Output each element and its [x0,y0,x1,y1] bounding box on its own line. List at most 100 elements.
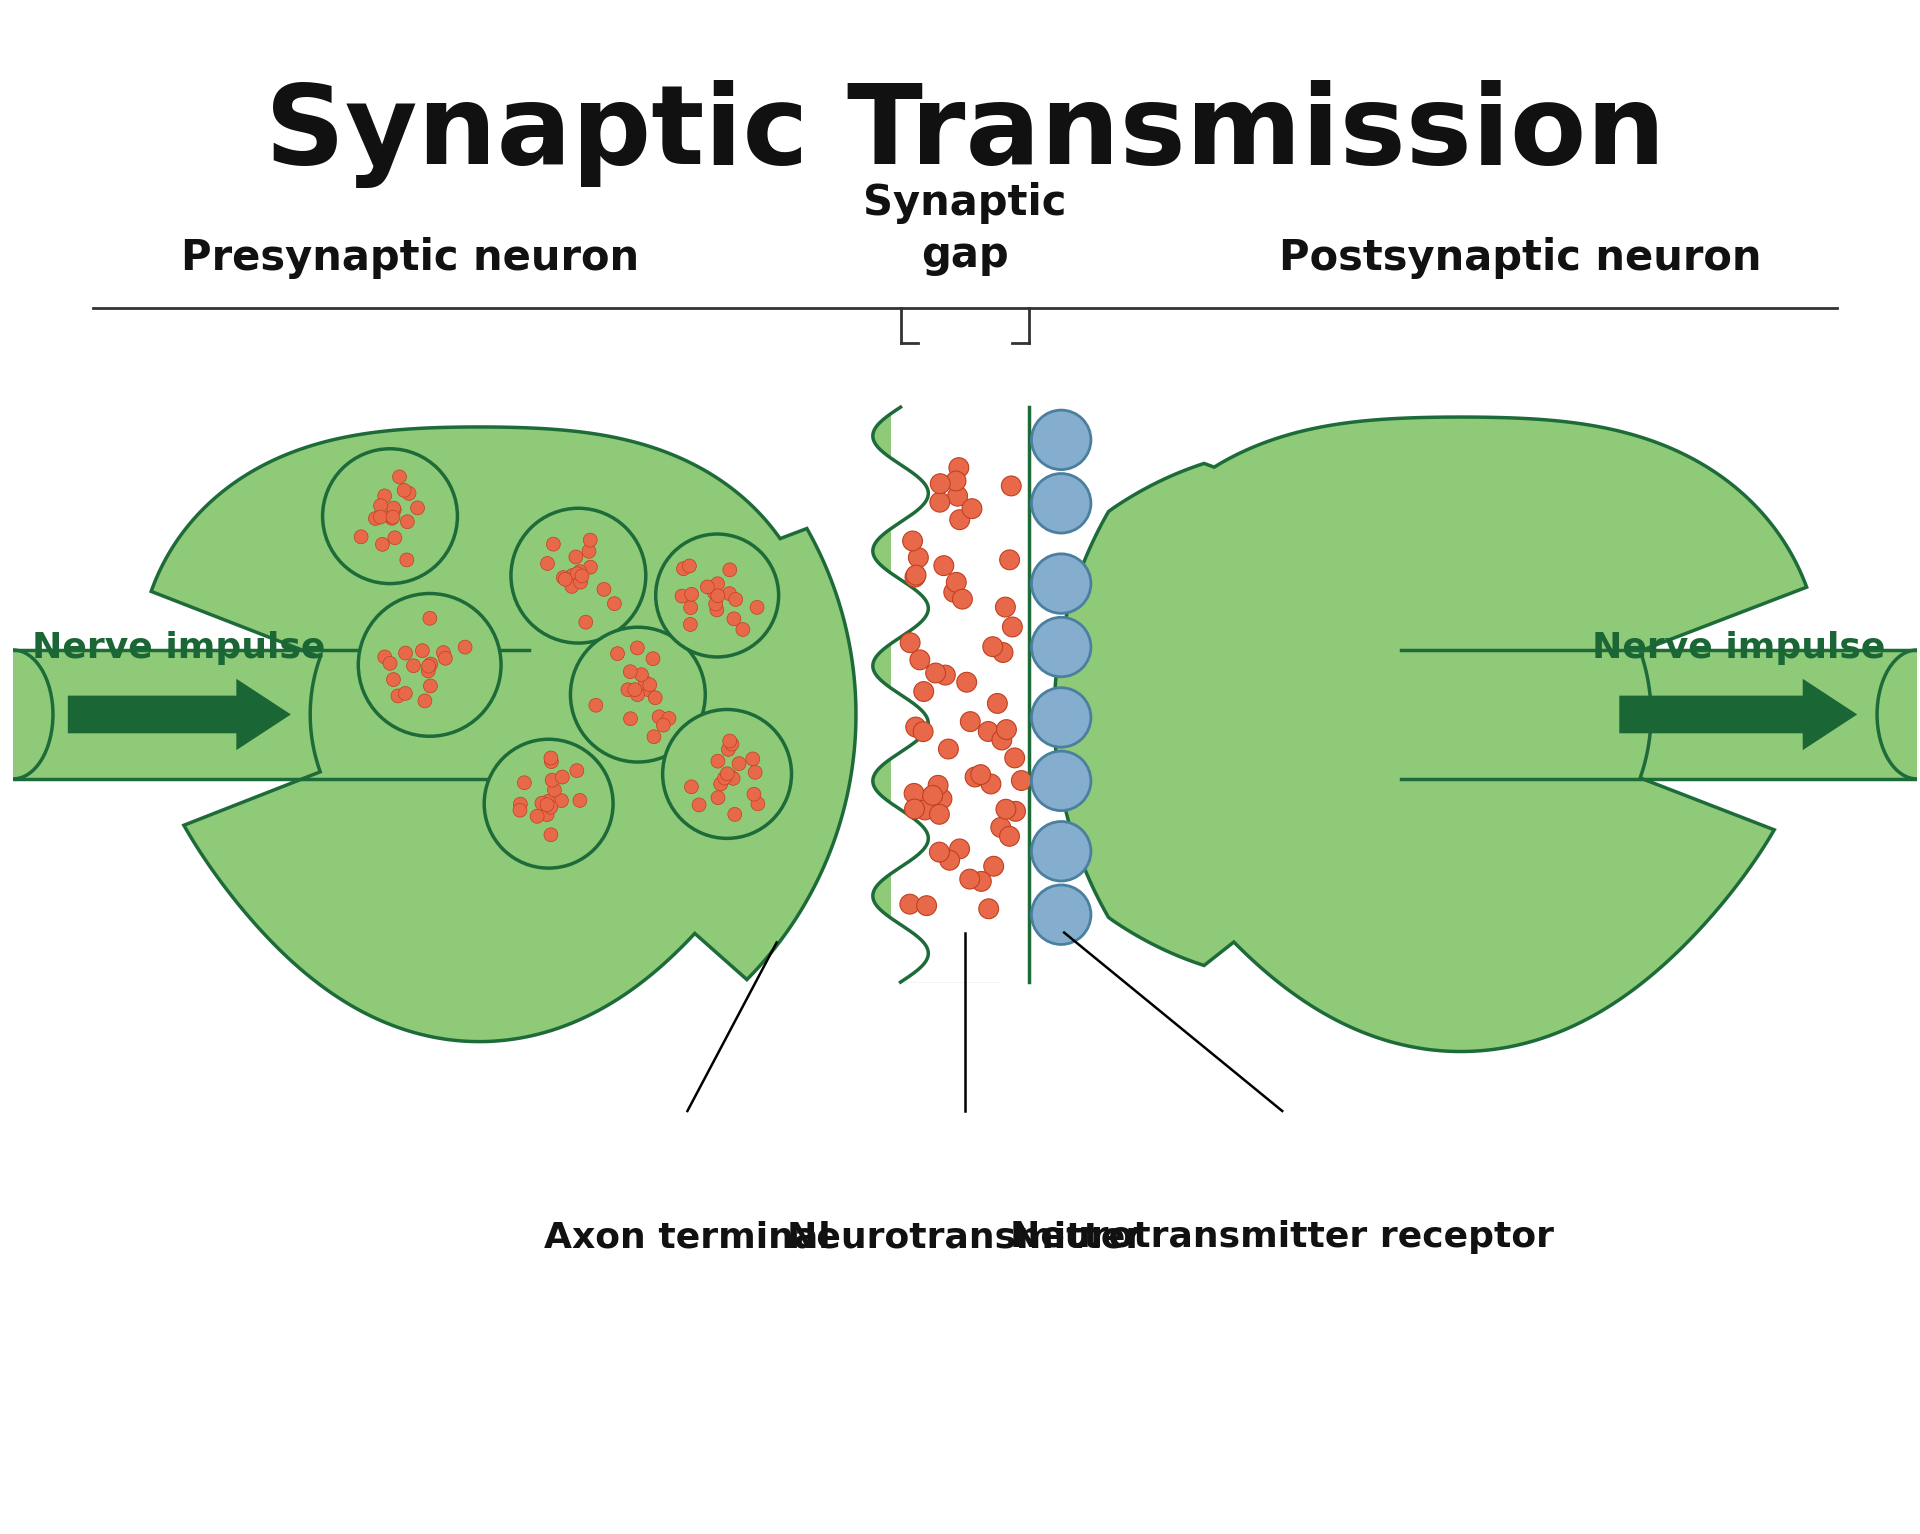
Circle shape [378,489,392,503]
Circle shape [751,600,764,614]
Circle shape [559,572,572,586]
Circle shape [422,658,436,672]
Circle shape [424,680,438,693]
Circle shape [691,798,707,811]
Circle shape [950,839,970,859]
Circle shape [929,492,950,512]
Circle shape [424,657,438,670]
Text: Synaptic
gap: Synaptic gap [864,181,1068,276]
Circle shape [924,785,943,805]
Circle shape [749,765,762,779]
Circle shape [914,681,933,701]
Circle shape [710,589,724,603]
Circle shape [628,683,641,696]
Circle shape [543,828,559,842]
Circle shape [584,534,597,548]
Circle shape [902,531,922,551]
Circle shape [914,723,933,741]
Circle shape [1002,617,1021,637]
Circle shape [570,627,705,762]
Circle shape [722,742,735,756]
Circle shape [384,511,399,525]
Circle shape [945,583,964,603]
Circle shape [1031,554,1091,614]
Circle shape [947,572,966,592]
Circle shape [925,663,945,683]
Circle shape [1000,549,1020,569]
Circle shape [996,799,1016,819]
Circle shape [578,615,593,629]
Circle shape [555,770,568,784]
Polygon shape [152,426,856,1042]
Circle shape [411,502,424,515]
Circle shape [720,767,733,781]
Circle shape [397,483,411,497]
Circle shape [438,652,453,666]
Circle shape [611,647,624,661]
Circle shape [728,612,741,626]
FancyArrow shape [1619,678,1857,750]
Circle shape [401,486,417,500]
Circle shape [376,537,390,551]
Circle shape [653,710,666,724]
Polygon shape [1054,417,1807,1051]
Circle shape [422,660,436,673]
Circle shape [1031,885,1091,945]
Circle shape [983,637,1002,657]
Circle shape [979,899,998,919]
Circle shape [419,693,432,707]
Circle shape [545,773,559,787]
Circle shape [960,870,979,890]
Circle shape [996,719,1016,739]
Circle shape [950,509,970,529]
Circle shape [513,798,528,811]
Ellipse shape [1878,650,1920,779]
Circle shape [682,558,697,572]
Circle shape [589,698,603,712]
Circle shape [637,676,653,690]
Circle shape [1031,410,1091,469]
Circle shape [484,739,612,868]
Circle shape [747,787,760,801]
Circle shape [724,770,737,784]
Circle shape [726,738,739,752]
Circle shape [972,765,991,784]
Circle shape [900,634,920,652]
Circle shape [685,779,699,793]
Circle shape [1031,822,1091,881]
Circle shape [972,871,991,891]
Circle shape [900,894,920,914]
Circle shape [516,776,532,790]
Circle shape [952,589,972,609]
Circle shape [701,580,714,594]
Circle shape [399,646,413,660]
Circle shape [374,499,388,512]
Circle shape [513,804,526,818]
Circle shape [657,718,670,732]
Circle shape [422,612,438,626]
Text: Neurotransmitter: Neurotransmitter [787,1220,1144,1255]
Circle shape [641,683,655,696]
Circle shape [981,775,1000,795]
Circle shape [979,721,998,741]
Circle shape [630,687,645,701]
Circle shape [540,808,555,822]
Circle shape [582,545,595,558]
Circle shape [372,511,388,525]
Circle shape [543,801,557,815]
Circle shape [904,784,924,804]
Circle shape [935,666,956,686]
Circle shape [624,664,637,678]
Circle shape [399,552,415,568]
Circle shape [722,735,737,749]
Circle shape [459,640,472,653]
Circle shape [392,469,407,483]
Circle shape [939,850,960,870]
Circle shape [722,586,737,600]
Circle shape [735,623,751,637]
Text: Synaptic Transmission: Synaptic Transmission [265,80,1665,189]
Circle shape [722,563,737,577]
Circle shape [1031,617,1091,676]
Circle shape [511,508,645,643]
Circle shape [991,818,1010,838]
